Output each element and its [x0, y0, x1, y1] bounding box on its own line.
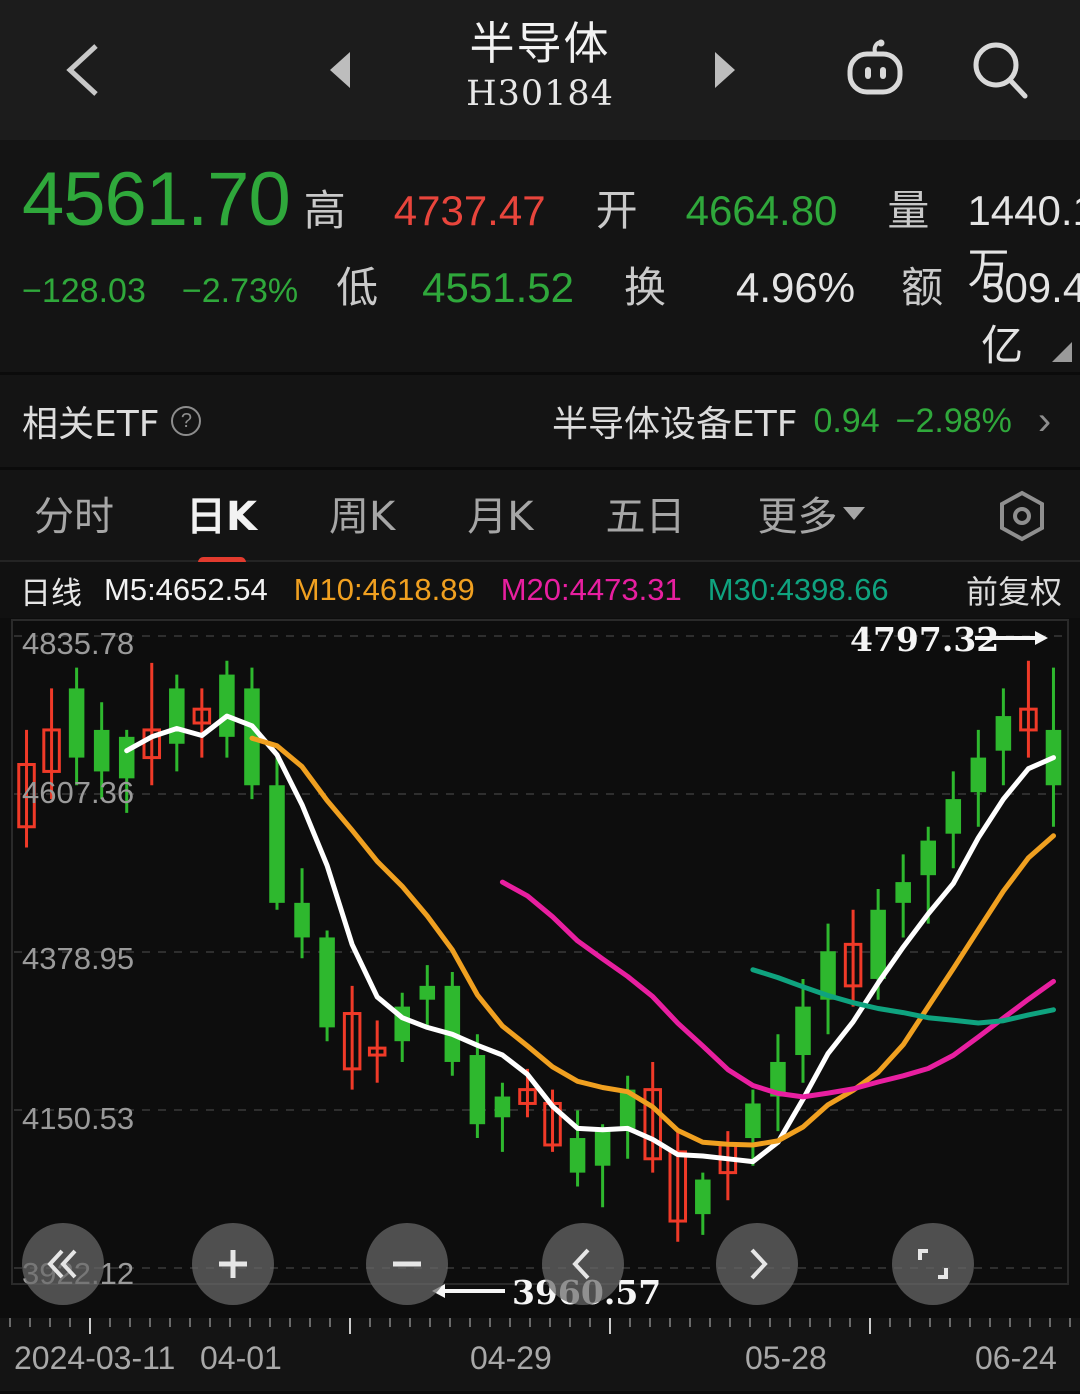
- back-button[interactable]: [60, 40, 110, 100]
- zoom-in-button[interactable]: [192, 1223, 274, 1305]
- change-percent: −2.73%: [181, 272, 299, 310]
- low-label: 低: [336, 263, 379, 312]
- chevron-left-icon: [572, 1248, 590, 1280]
- tabs-divider: [0, 560, 1080, 562]
- zoom-out-button[interactable]: [366, 1223, 448, 1305]
- divider-2: [0, 467, 1080, 470]
- double-chevron-left-icon: [47, 1249, 77, 1279]
- tab-fenshi[interactable]: 分时: [34, 484, 114, 546]
- etf-change-percent: −2.98%: [895, 401, 1012, 440]
- high-value: 4737.47: [393, 187, 546, 234]
- quote-row-primary: 4561.70 高 4737.47 开 4664.80 量 1440.1万: [0, 157, 1080, 293]
- triangle-left-icon: [330, 52, 350, 88]
- pan-left-button[interactable]: [542, 1223, 624, 1305]
- amount-label: 额: [901, 263, 944, 312]
- x-axis-label-3: 05-28: [745, 1340, 827, 1376]
- chevron-right-icon: [750, 1248, 768, 1280]
- amount-value: 509.4亿: [981, 264, 1080, 369]
- tab-label: 月K: [467, 494, 534, 540]
- tab-five-day[interactable]: 五日: [605, 484, 685, 546]
- robot-assistant-icon[interactable]: [840, 36, 910, 106]
- open-value: 4664.80: [685, 187, 838, 234]
- x-axis-label-2: 04-29: [470, 1340, 552, 1376]
- tab-more[interactable]: 更多: [757, 484, 866, 546]
- y-axis-label-0: 4835.78: [22, 626, 135, 661]
- period-label: 日线: [20, 575, 82, 612]
- x-axis-label-0: 2024-03-11: [14, 1340, 176, 1376]
- stock-code: H30184: [466, 73, 614, 114]
- related-etf-label: 相关ETF: [22, 404, 160, 445]
- y-axis-label-3: 4150.53: [22, 1101, 135, 1136]
- ma10-value: M10:4618.89: [293, 572, 475, 607]
- chart-period-tabs: 分时 日K 周K 月K 五日 更多: [0, 470, 1080, 568]
- volume-value: 1440.1万: [967, 187, 1080, 292]
- minus-icon: [393, 1261, 421, 1267]
- period-high-annotation: 4797.32: [850, 620, 1000, 659]
- tab-label: 分时: [34, 494, 114, 540]
- tab-label: 更多: [757, 494, 838, 540]
- expand-corner-icon[interactable]: [1052, 342, 1072, 362]
- chart-toolbar: [0, 1215, 1080, 1315]
- search-icon[interactable]: [965, 36, 1035, 106]
- ma5-value: M5:4652.54: [104, 572, 268, 607]
- etf-name: 半导体设备ETF: [552, 404, 798, 445]
- top-navigation-bar: 半导体 H30184: [0, 0, 1080, 140]
- tab-label: 日K: [186, 494, 257, 540]
- next-stock-button[interactable]: [715, 52, 735, 88]
- related-etf-row[interactable]: 相关ETF ? 半导体设备ETF 0.94 −2.98% ›: [0, 375, 1080, 467]
- volume-label: 量: [887, 186, 930, 235]
- divider: [0, 372, 1080, 375]
- quote-row-secondary: −128.03 −2.73% 低 4551.52 换 4.96% 额 509.4…: [0, 254, 1080, 369]
- expand-icon: [918, 1249, 948, 1279]
- plus-icon: [219, 1250, 247, 1278]
- candlestick-chart[interactable]: 4835.78 4607.36 4378.95 4150.53 3922.12 …: [0, 618, 1080, 1318]
- ma-legend: 日线 M5:4652.54 M10:4618.89 M20:4473.31 M3…: [0, 562, 1080, 618]
- last-price: 4561.70: [22, 157, 291, 242]
- open-label: 开: [595, 186, 638, 235]
- bottom-divider: [0, 1391, 1080, 1394]
- tab-month-k[interactable]: 月K: [467, 484, 533, 546]
- ma30-value: M30:4398.66: [707, 572, 889, 607]
- x-axis-ticks: [9, 1318, 1071, 1334]
- related-etf-label-group: 相关ETF ?: [22, 395, 202, 447]
- x-axis-label-1: 04-01: [200, 1340, 282, 1376]
- quote-panel: 4561.70 高 4737.47 开 4664.80 量 1440.1万 −1…: [0, 140, 1080, 372]
- x-axis-label-4: 06-24: [975, 1340, 1057, 1376]
- low-value: 4551.52: [422, 264, 574, 311]
- page-title: 半导体 H30184: [0, 18, 1080, 114]
- tab-label: 周K: [329, 494, 396, 540]
- x-axis: 2024-03-11 04-01 04-29 05-28 06-24: [0, 1318, 1080, 1394]
- etf-quote-group[interactable]: 半导体设备ETF 0.94 −2.98% ›: [552, 395, 1051, 447]
- ma20-value: M20:4473.31: [500, 572, 682, 607]
- jump-left-button[interactable]: [22, 1223, 104, 1305]
- previous-stock-button[interactable]: [330, 52, 350, 88]
- change-value: −128.03: [22, 272, 146, 310]
- y-axis-label-2: 4378.95: [22, 941, 135, 976]
- triangle-right-icon: [715, 52, 735, 88]
- y-axis-label-1: 4607.36: [22, 775, 135, 810]
- stock-name: 半导体: [469, 17, 611, 70]
- high-label: 高: [303, 186, 346, 235]
- tab-label: 五日: [605, 494, 686, 540]
- etf-price: 0.94: [813, 401, 880, 440]
- chart-canvas: [11, 619, 1069, 1298]
- question-circle-icon[interactable]: ?: [171, 406, 202, 436]
- tab-week-k[interactable]: 周K: [329, 484, 395, 546]
- adjust-mode-button[interactable]: 前复权: [965, 573, 1062, 611]
- pan-right-button[interactable]: [716, 1223, 798, 1305]
- fullscreen-button[interactable]: [892, 1223, 974, 1305]
- hex-settings-icon[interactable]: [994, 488, 1050, 544]
- turnover-value: 4.96%: [735, 264, 856, 311]
- chevron-down-icon: [843, 506, 866, 520]
- turnover-label: 换: [623, 263, 666, 312]
- tab-day-k[interactable]: 日K: [186, 484, 257, 568]
- chevron-right-icon[interactable]: ›: [1037, 399, 1052, 443]
